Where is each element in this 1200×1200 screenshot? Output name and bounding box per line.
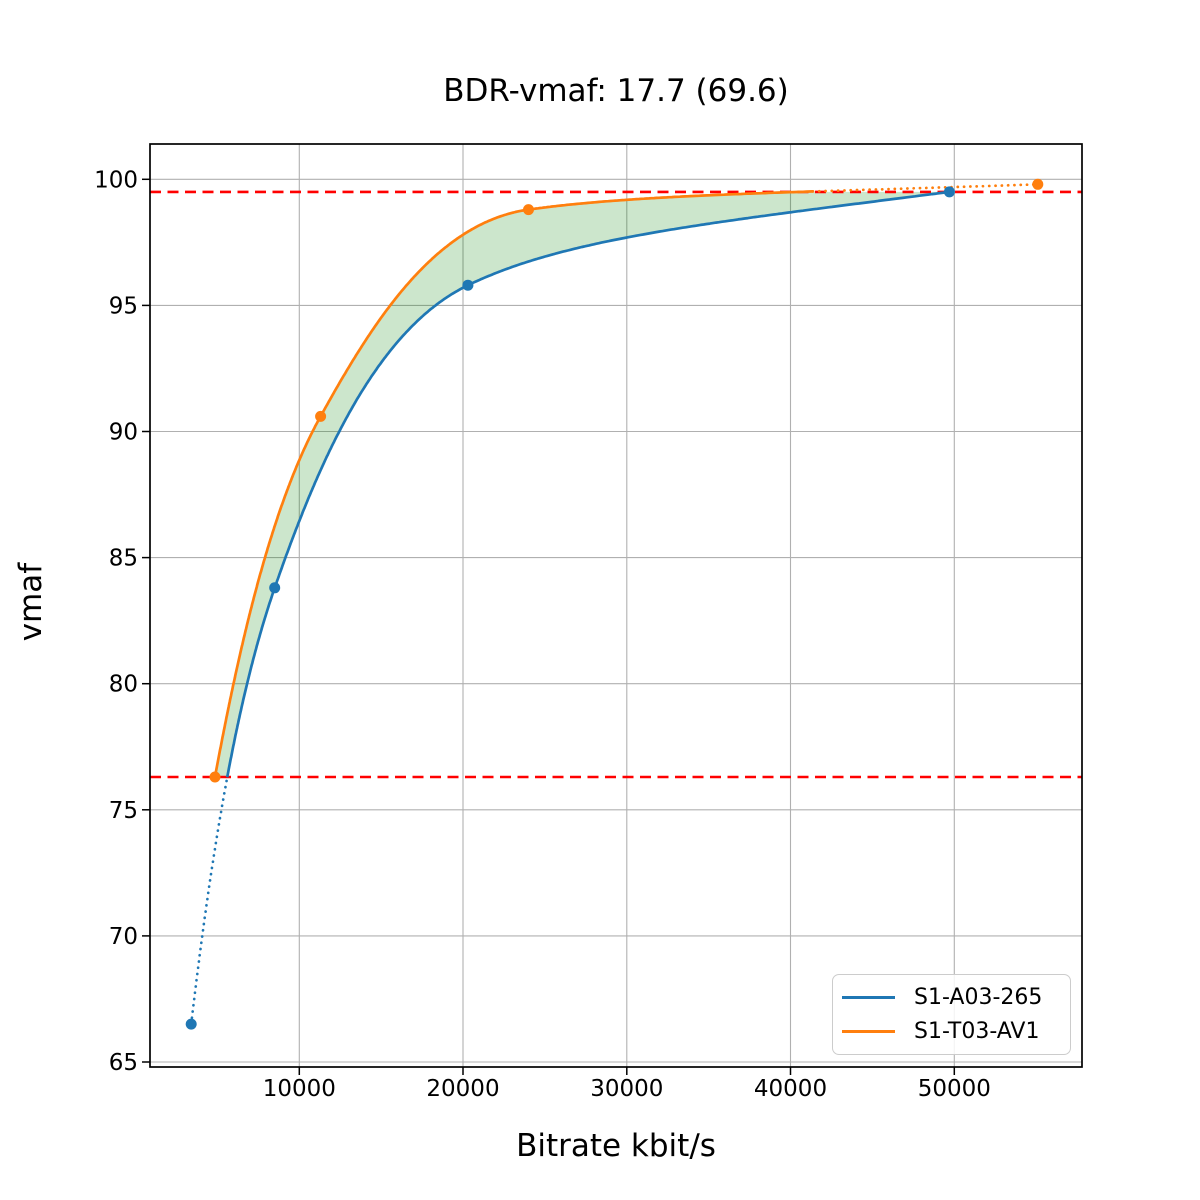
- x-tick-label: 20000: [426, 1076, 499, 1102]
- bd-bound-lines: [150, 190, 1082, 779]
- x-tick-label: 40000: [754, 1076, 827, 1102]
- y-tick-label: 95: [109, 293, 138, 319]
- series-1-dotted-extension: [811, 182, 1040, 193]
- legend-label: S1-A03-265: [914, 985, 1043, 1011]
- legend-label: S1-T03-AV1: [914, 1018, 1040, 1044]
- x-axis-label: Bitrate kbit/s: [516, 1128, 716, 1164]
- y-tick-label: 100: [94, 167, 138, 193]
- data-point-marker: [315, 410, 327, 422]
- legend-entry: S1-A03-265: [842, 985, 1060, 1010]
- x-tick-label: 10000: [263, 1076, 336, 1102]
- data-point-marker: [209, 771, 221, 783]
- data-point-marker: [943, 186, 955, 198]
- y-tick-label: 75: [109, 798, 138, 824]
- series-1-line: [213, 190, 813, 778]
- axes: 10000 20000 30000 40000 50000 65 70 75 80 85 90 95 1…: [94, 143, 1083, 1102]
- legend: S1-A03-265 S1-T03-AV1: [832, 974, 1071, 1055]
- data-point-marker: [523, 204, 534, 216]
- x-tick-label: 50000: [918, 1076, 991, 1102]
- y-tick-label: 85: [109, 546, 138, 572]
- data-point-marker: [185, 1018, 197, 1030]
- data-point-marker: [1032, 178, 1044, 190]
- data-point-marker: [269, 582, 281, 594]
- chart-title: BDR-vmaf: 17.7 (69.6): [443, 73, 789, 109]
- legend-entry: S1-T03-AV1: [842, 1019, 1060, 1044]
- bd-shaded-area: [215, 191, 950, 777]
- y-tick-label: 80: [109, 672, 138, 698]
- y-axis-label: vmaf: [13, 562, 49, 642]
- x-tick-label: 30000: [590, 1076, 663, 1102]
- y-tick-label: 65: [109, 1050, 138, 1076]
- bd-shaded-area-group: [215, 191, 950, 777]
- data-point-markers: [185, 178, 1044, 1030]
- data-point-marker: [462, 279, 474, 291]
- legend-line-sample: [842, 1029, 895, 1033]
- plot-border: [149, 143, 1083, 1068]
- series-curves: [189, 182, 1040, 1026]
- y-tick-label: 70: [109, 924, 138, 950]
- series-0-dotted-extension: [189, 775, 229, 1026]
- series-0-line: [225, 190, 950, 778]
- gridlines: [150, 144, 1082, 1067]
- legend-line-sample: [842, 996, 895, 1000]
- y-tick-label: 90: [109, 420, 138, 446]
